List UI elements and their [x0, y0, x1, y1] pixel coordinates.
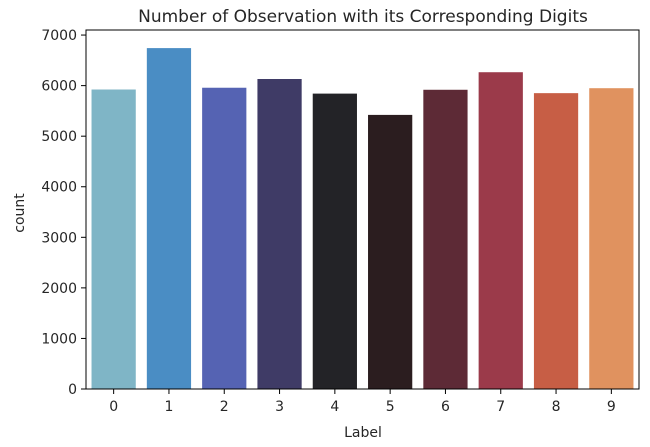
y-axis-label: count	[12, 193, 28, 233]
x-tick-label: 6	[441, 399, 450, 415]
y-tick-label: 2000	[41, 281, 77, 297]
bar-7	[478, 72, 523, 389]
bar-5	[368, 114, 413, 390]
x-tick-label: 0	[109, 399, 118, 415]
y-tick-label: 6000	[41, 79, 77, 95]
x-tick-label: 5	[386, 399, 395, 415]
bar-9	[589, 88, 634, 389]
y-tick-label: 5000	[41, 129, 77, 145]
x-tick-label: 9	[607, 399, 616, 415]
y-tick-label: 4000	[41, 180, 77, 196]
bar-4	[312, 93, 357, 390]
x-tick-label: 3	[275, 399, 284, 415]
plot-frame	[85, 29, 640, 390]
x-tick-label: 7	[496, 399, 505, 415]
bar-3	[257, 79, 302, 389]
bar-2	[202, 87, 247, 390]
y-tick-label: 3000	[41, 230, 77, 246]
y-tick-label: 7000	[41, 28, 77, 44]
x-tick-label: 4	[330, 399, 339, 415]
x-tick-label: 8	[552, 399, 561, 415]
bar-8	[533, 93, 579, 390]
bar-1	[146, 48, 192, 389]
ticks-layer: 0 1 2 3 4 5 6 7 8 9 0 1000 2000 3000 4000 5000 6000 7000	[41, 28, 615, 415]
x-tick-label: 1	[164, 399, 173, 415]
x-tick-label: 2	[220, 399, 229, 415]
y-tick-label: 0	[68, 382, 77, 398]
axes-layer	[85, 29, 640, 390]
y-tick-label: 1000	[41, 331, 77, 347]
bar-6	[423, 89, 468, 390]
chart-title: Number of Observation with its Correspon…	[138, 7, 588, 27]
bar-0	[91, 89, 136, 389]
x-axis-label: Label	[344, 425, 382, 441]
bars-layer	[91, 48, 634, 390]
